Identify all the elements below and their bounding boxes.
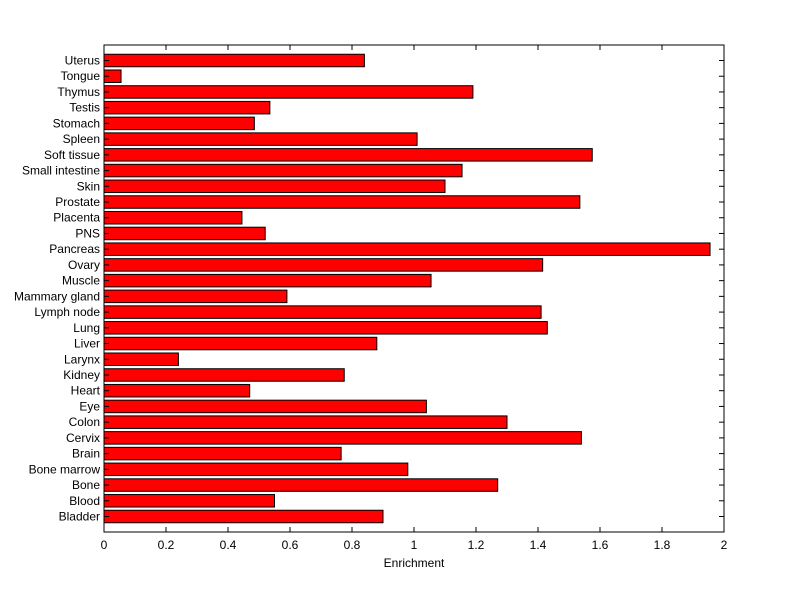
y-tick-label: Blood xyxy=(69,494,100,508)
y-tick-label: Pancreas xyxy=(49,242,100,256)
y-tick-label: Cervix xyxy=(66,431,100,445)
bar xyxy=(103,352,179,367)
y-tick-label: Spleen xyxy=(63,132,100,146)
y-tick-label: Liver xyxy=(74,337,100,351)
y-tick-label: Tongue xyxy=(61,69,101,83)
y-tick-label: Prostate xyxy=(55,195,100,209)
y-tick-label: Testis xyxy=(69,101,100,115)
x-tick-label: 2 xyxy=(721,538,728,552)
y-tick-label: Thymus xyxy=(57,85,100,99)
y-tick-label: Lymph node xyxy=(34,305,100,319)
bar xyxy=(103,321,548,335)
bar xyxy=(103,383,251,398)
bar xyxy=(103,179,446,194)
y-tick-label: Bladder xyxy=(59,510,100,524)
y-tick-label: Lung xyxy=(73,321,100,335)
bar xyxy=(103,116,255,131)
bar xyxy=(103,195,581,209)
x-tick-label: 1.8 xyxy=(654,538,671,552)
bar xyxy=(103,85,474,99)
bar xyxy=(103,53,365,68)
x-tick-label: 1.4 xyxy=(530,538,547,552)
bar xyxy=(103,100,271,115)
bar xyxy=(103,242,711,256)
y-tick-label: Bone xyxy=(72,478,100,492)
bar xyxy=(103,336,378,351)
y-tick-label: PNS xyxy=(75,226,100,240)
bar xyxy=(103,226,266,241)
bar xyxy=(103,446,342,461)
y-tick-label: Brain xyxy=(72,447,100,461)
y-tick-label: Ovary xyxy=(68,258,100,272)
y-tick-label: Bone marrow xyxy=(29,462,101,476)
y-tick-label: Skin xyxy=(77,179,100,193)
bar xyxy=(103,478,499,492)
y-tick-label: Muscle xyxy=(62,274,100,288)
bar xyxy=(103,163,463,178)
bar xyxy=(103,273,432,288)
x-tick-label: 1.2 xyxy=(468,538,485,552)
y-tick-label: Mammary gland xyxy=(14,289,100,303)
x-tick-label: 0.6 xyxy=(282,538,299,552)
bar xyxy=(103,399,427,414)
bar xyxy=(103,210,243,225)
x-tick-label: 0.2 xyxy=(158,538,175,552)
bar xyxy=(103,305,542,319)
bar xyxy=(103,289,288,304)
bar xyxy=(103,148,593,162)
bar xyxy=(103,368,345,382)
bar xyxy=(103,462,409,477)
y-tick-label: Placenta xyxy=(53,211,100,225)
y-tick-label: Larynx xyxy=(64,352,100,366)
y-tick-label: Heart xyxy=(71,384,101,398)
y-tick-label: Soft tissue xyxy=(44,148,100,162)
bar xyxy=(103,494,275,508)
x-tick-label: 0.8 xyxy=(344,538,361,552)
x-tick-label: 0 xyxy=(101,538,108,552)
y-tick-label: Kidney xyxy=(63,368,100,382)
y-tick-label: Uterus xyxy=(65,54,100,68)
y-tick-label: Small intestine xyxy=(22,164,100,178)
x-tick-label: 1 xyxy=(411,538,418,552)
y-tick-label: Colon xyxy=(69,415,100,429)
bar xyxy=(103,132,418,146)
y-tick-label: Stomach xyxy=(53,116,100,130)
y-tick-label: Eye xyxy=(79,399,100,413)
bar xyxy=(103,431,582,445)
x-axis-label: Enrichment xyxy=(384,556,445,570)
bar xyxy=(103,415,508,429)
x-tick-label: 1.6 xyxy=(592,538,609,552)
bar xyxy=(103,509,384,524)
x-tick-label: 0.4 xyxy=(220,538,237,552)
x-axis: 0 0.2 0.4 0.6 0.8 1 1.2 1.4 1.6 1.8 2 xyxy=(101,45,728,552)
bar xyxy=(103,258,544,272)
